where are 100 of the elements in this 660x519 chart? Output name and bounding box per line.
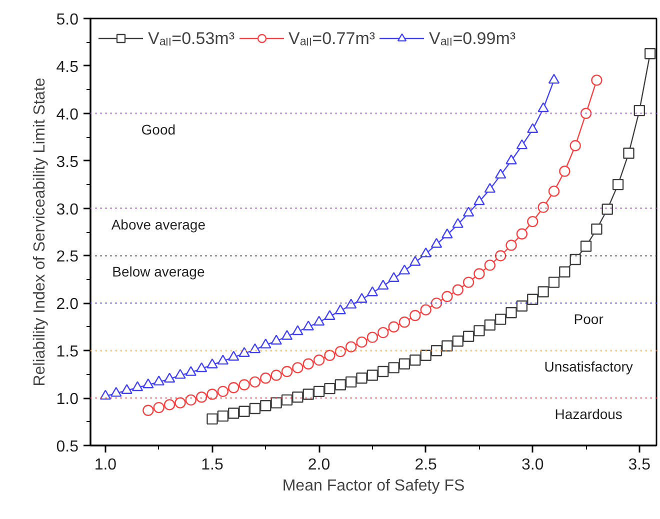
point: [506, 240, 517, 251]
point: [602, 204, 613, 215]
x-tick-label: 1.5: [201, 456, 224, 474]
point: [527, 123, 538, 134]
x-axis-title: Mean Factor of Safety FS: [282, 478, 465, 494]
point: [506, 154, 517, 164]
y-tick-label: 0.5: [56, 438, 79, 456]
point: [249, 343, 261, 354]
point: [238, 379, 250, 390]
point: [164, 399, 176, 410]
point: [302, 388, 314, 400]
point: [634, 104, 646, 116]
point: [516, 139, 528, 150]
point: [591, 224, 602, 235]
point: [452, 284, 464, 296]
point: [228, 350, 240, 361]
x-tick-label: 3.0: [522, 456, 544, 474]
point: [398, 316, 410, 328]
point: [270, 397, 282, 408]
point: [185, 366, 196, 376]
point: [484, 260, 496, 271]
point: [474, 268, 485, 280]
point: [313, 386, 325, 398]
point: [462, 330, 474, 342]
point: [185, 394, 196, 406]
point: [270, 334, 282, 345]
point: [484, 182, 496, 193]
point: [570, 254, 581, 266]
point: [270, 370, 282, 381]
point: [302, 358, 314, 370]
point: [527, 216, 538, 228]
point: [494, 250, 506, 262]
ref-line-label: Above average: [111, 216, 206, 232]
point: [474, 195, 485, 206]
point: [388, 362, 400, 374]
x-tick-label: 1.0: [94, 456, 117, 474]
point: [410, 310, 421, 322]
point: [324, 310, 336, 320]
point: [164, 372, 176, 383]
point: [462, 206, 474, 217]
point: [153, 376, 164, 386]
point: [100, 390, 112, 400]
point: [217, 354, 229, 365]
point: [538, 286, 549, 298]
x-tick-label: 3.5: [628, 456, 651, 474]
point: [494, 168, 506, 179]
point: [281, 394, 293, 406]
point: [366, 286, 378, 296]
point: [345, 376, 357, 388]
legend-label: Vₐₗₗ=0.77m³: [288, 28, 376, 49]
point: [388, 321, 400, 332]
point: [591, 74, 602, 86]
x-tick-label: 2.0: [308, 456, 330, 474]
point: [430, 238, 442, 248]
point: [249, 402, 261, 414]
point: [334, 379, 346, 390]
point: [494, 314, 506, 325]
point: [462, 276, 474, 288]
point: [228, 382, 240, 394]
point: [366, 332, 378, 343]
point: [442, 228, 453, 238]
point: [174, 397, 186, 408]
point: [548, 186, 560, 197]
point: [430, 298, 442, 309]
y-tick-label: 4.5: [56, 58, 79, 76]
point: [345, 341, 357, 352]
ref-line-label: Good: [141, 121, 176, 138]
point: [132, 381, 144, 392]
point: [388, 272, 400, 282]
point: [420, 304, 432, 316]
y-tick-label: 2.5: [56, 248, 79, 266]
y-tick-label: 3.5: [56, 154, 79, 171]
point: [378, 366, 389, 378]
point: [420, 350, 432, 361]
y-tick-label: 2.0: [56, 296, 79, 314]
point: [484, 319, 496, 331]
ref-line-label: Poor: [574, 311, 604, 328]
point: [206, 388, 218, 400]
legend-label: Vₐₗₗ=0.53m³: [148, 28, 235, 49]
point: [142, 378, 154, 388]
point: [420, 247, 432, 258]
point: [228, 408, 240, 419]
point: [410, 354, 421, 366]
y-tick-label: 3.0: [56, 201, 79, 218]
ref-line-label: Hazardous: [554, 406, 622, 422]
point: [196, 392, 208, 403]
point: [527, 294, 538, 305]
point: [442, 340, 453, 352]
point: [260, 372, 272, 384]
point: [292, 392, 304, 403]
y-tick-label: 5.0: [56, 12, 79, 28]
point: [516, 228, 528, 240]
point: [206, 413, 218, 425]
point: [334, 304, 346, 314]
point: [334, 346, 346, 358]
point: [217, 410, 229, 422]
point: [260, 338, 272, 348]
point: [292, 325, 304, 336]
y-axis-title: Reliability Index of Serviceability Limit State: [31, 78, 48, 386]
point: [238, 347, 250, 357]
